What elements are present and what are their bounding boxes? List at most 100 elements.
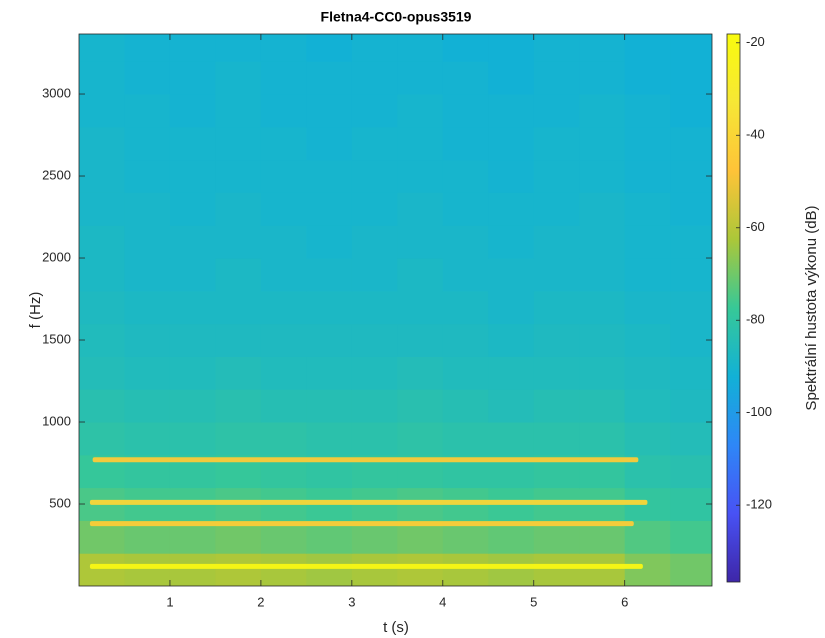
heatmap-cell bbox=[79, 94, 125, 128]
heatmap-cell bbox=[579, 192, 626, 226]
y-tick-label: 1000 bbox=[42, 413, 71, 428]
heatmap-cell bbox=[215, 323, 262, 357]
heatmap-cell bbox=[306, 61, 353, 95]
heatmap bbox=[79, 34, 712, 586]
heatmap-cell bbox=[488, 61, 535, 95]
heatmap-cell bbox=[169, 389, 216, 423]
heatmap-cell bbox=[624, 94, 671, 128]
heatmap-cell bbox=[124, 290, 171, 325]
heatmap-cell bbox=[579, 422, 626, 456]
heatmap-cell bbox=[397, 290, 444, 325]
heatmap-cell bbox=[397, 34, 444, 62]
heatmap-cell bbox=[351, 225, 398, 259]
heatmap-cell bbox=[670, 126, 712, 161]
heatmap-cell bbox=[169, 323, 216, 357]
heatmap-cell bbox=[442, 422, 489, 456]
heatmap-cell bbox=[215, 258, 262, 292]
heatmap-cell bbox=[124, 159, 171, 193]
heatmap-cell bbox=[169, 126, 216, 161]
heatmap-cell bbox=[79, 192, 125, 226]
heatmap-cell bbox=[351, 553, 398, 586]
heatmap-cell bbox=[533, 159, 580, 193]
heatmap-cell bbox=[306, 94, 353, 128]
heatmap-cell bbox=[533, 323, 580, 357]
heatmap-cell bbox=[533, 553, 580, 586]
heatmap-cell bbox=[260, 159, 307, 193]
heatmap-cell bbox=[579, 389, 626, 423]
y-tick-label: 2500 bbox=[42, 167, 71, 182]
heatmap-cell bbox=[624, 192, 671, 226]
x-tick-label: 6 bbox=[621, 594, 628, 609]
heatmap-cell bbox=[624, 290, 671, 325]
heatmap-cell bbox=[351, 389, 398, 423]
heatmap-cell bbox=[124, 356, 171, 390]
heatmap-cell bbox=[306, 34, 353, 62]
heatmap-cell bbox=[624, 422, 671, 456]
heatmap-cell bbox=[169, 225, 216, 259]
heatmap-cell bbox=[260, 258, 307, 292]
heatmap-cell bbox=[670, 422, 712, 456]
heatmap-cell bbox=[215, 290, 262, 325]
heatmap-cell bbox=[397, 356, 444, 390]
heatmap-cell bbox=[397, 126, 444, 161]
heatmap-cell bbox=[169, 553, 216, 586]
heatmap-cell bbox=[306, 126, 353, 161]
heatmap-cell bbox=[215, 356, 262, 390]
heatmap-cell bbox=[79, 225, 125, 259]
heatmap-cell bbox=[351, 61, 398, 95]
heatmap-cell bbox=[397, 389, 444, 423]
heatmap-cell bbox=[351, 94, 398, 128]
y-tick-label: 2000 bbox=[42, 249, 71, 264]
heatmap-cell bbox=[351, 159, 398, 193]
colorbar bbox=[726, 33, 741, 583]
heatmap-cell bbox=[670, 61, 712, 95]
heatmap-cell bbox=[533, 192, 580, 226]
heatmap-cell bbox=[351, 126, 398, 161]
heatmap-cell bbox=[670, 290, 712, 325]
heatmap-cell bbox=[670, 520, 712, 554]
heatmap-cell bbox=[579, 553, 626, 586]
heatmap-cell bbox=[79, 61, 125, 95]
heatmap-cell bbox=[351, 192, 398, 226]
heatmap-cell bbox=[306, 422, 353, 456]
heatmap-cell bbox=[488, 356, 535, 390]
y-tick-label: 1500 bbox=[42, 331, 71, 346]
heatmap-cell bbox=[124, 225, 171, 259]
colorbar-tick-label: -120 bbox=[746, 497, 772, 512]
heatmap-cell bbox=[306, 356, 353, 390]
heatmap-cell bbox=[169, 258, 216, 292]
heatmap-cell bbox=[624, 258, 671, 292]
heatmap-cell bbox=[215, 159, 262, 193]
heatmap-cell bbox=[215, 225, 262, 259]
heatmap-cell bbox=[351, 356, 398, 390]
harmonic-line bbox=[89, 563, 643, 569]
heatmap-cell bbox=[79, 258, 125, 292]
heatmap-cell bbox=[79, 323, 125, 357]
heatmap-cell bbox=[579, 356, 626, 390]
heatmap-cell bbox=[260, 61, 307, 95]
heatmap-cell bbox=[533, 94, 580, 128]
heatmap-cell bbox=[124, 61, 171, 95]
heatmap-cell bbox=[306, 192, 353, 226]
y-tick-label: 500 bbox=[49, 495, 71, 510]
heatmap-cell bbox=[670, 159, 712, 193]
heatmap-cell bbox=[624, 389, 671, 423]
heatmap-cell bbox=[306, 323, 353, 357]
heatmap-cell bbox=[169, 192, 216, 226]
heatmap-cell bbox=[579, 61, 626, 95]
heatmap-cell bbox=[397, 61, 444, 95]
harmonic-line bbox=[92, 457, 639, 463]
heatmap-cell bbox=[215, 126, 262, 161]
heatmap-cell bbox=[670, 487, 712, 521]
heatmap-cell bbox=[442, 61, 489, 95]
x-tick-label: 2 bbox=[257, 594, 264, 609]
heatmap-cell bbox=[397, 159, 444, 193]
heatmap-cell bbox=[670, 94, 712, 128]
heatmap-cell bbox=[260, 192, 307, 226]
heatmap-cell bbox=[215, 389, 262, 423]
heatmap-cell bbox=[670, 323, 712, 357]
heatmap-cell bbox=[533, 290, 580, 325]
heatmap-cell bbox=[169, 159, 216, 193]
heatmap-cell bbox=[260, 126, 307, 161]
